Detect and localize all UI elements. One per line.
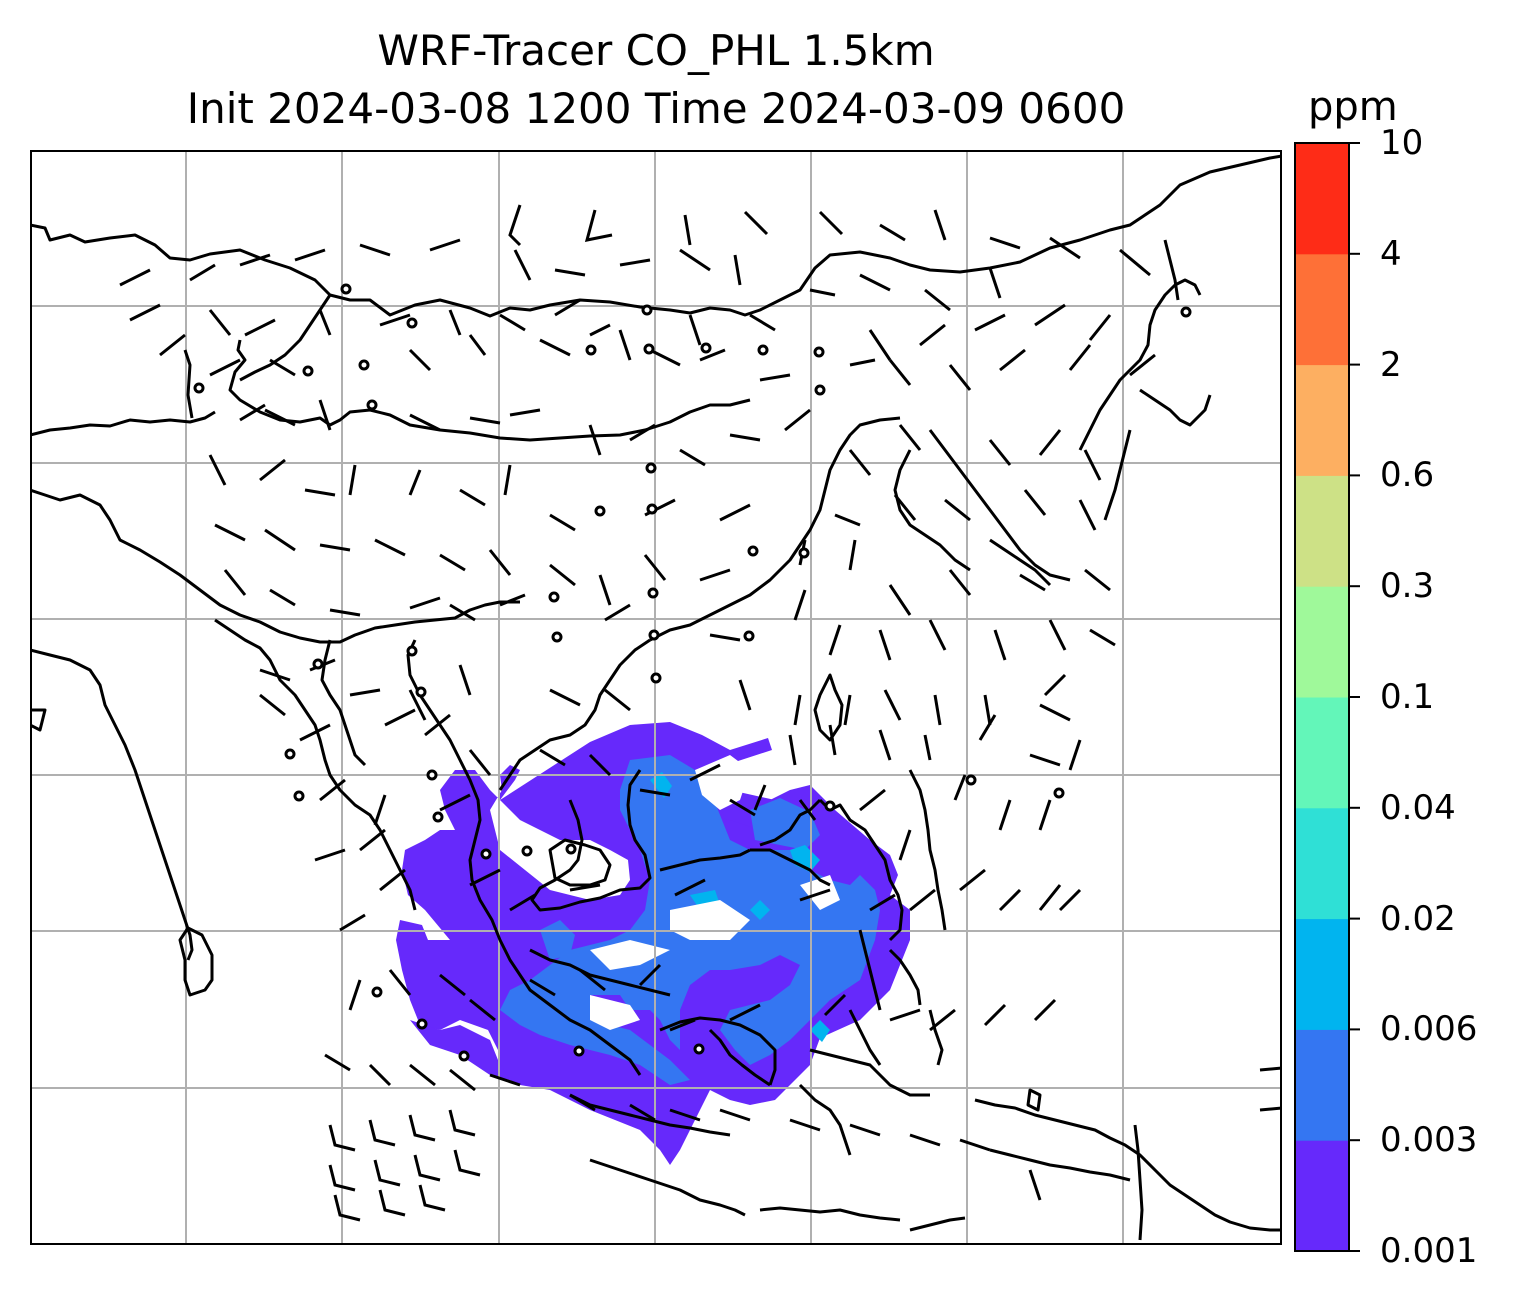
wind-barbs: [119, 204, 1156, 1222]
colorbar-tick-label: 0.1: [1380, 677, 1435, 717]
coastlines: [30, 154, 1282, 1241]
colorbar-tick-label: 0.001: [1380, 1231, 1478, 1271]
colorbar-tick-label: 0.02: [1380, 898, 1456, 939]
map-panel: [30, 150, 1282, 1245]
colorbar-bin: [1295, 586, 1349, 698]
colorbar: [1294, 142, 1360, 1252]
colorbar-tick-label: 0.04: [1380, 787, 1456, 828]
map-title-line1: WRF-Tracer CO_PHL 1.5km: [377, 26, 935, 75]
colorbar-tick-label: 4: [1380, 233, 1402, 274]
colorbar-tick-label: 2: [1380, 344, 1402, 385]
colorbar-tick-label: 0.003: [1380, 1120, 1478, 1161]
colorbar-bin: [1295, 475, 1349, 587]
colorbar-bin: [1295, 697, 1349, 809]
colorbar-tick-label: 0.3: [1380, 566, 1435, 607]
colorbar-units: ppm: [1308, 84, 1398, 130]
colorbar-bin: [1295, 918, 1349, 1030]
colorbar-tick-label: 10: [1380, 123, 1424, 163]
colorbar-bin: [1295, 143, 1349, 255]
colorbar-bin: [1295, 1140, 1349, 1252]
map-frame: [30, 150, 1282, 1245]
colorbar-tick-label: 0.006: [1380, 1009, 1478, 1050]
lat-lon-gridlines: [30, 150, 1282, 1245]
colorbar-bin: [1295, 364, 1349, 476]
map-title-line2: Init 2024-03-08 1200 Time 2024-03-09 060…: [186, 84, 1126, 133]
colorbar-bin: [1295, 253, 1349, 366]
colorbar-bin: [1295, 807, 1349, 920]
colorbar-bin: [1295, 1029, 1349, 1141]
calm-wind-markers: [193, 283, 1192, 1062]
colorbar-tick-label: 0.6: [1380, 455, 1435, 496]
